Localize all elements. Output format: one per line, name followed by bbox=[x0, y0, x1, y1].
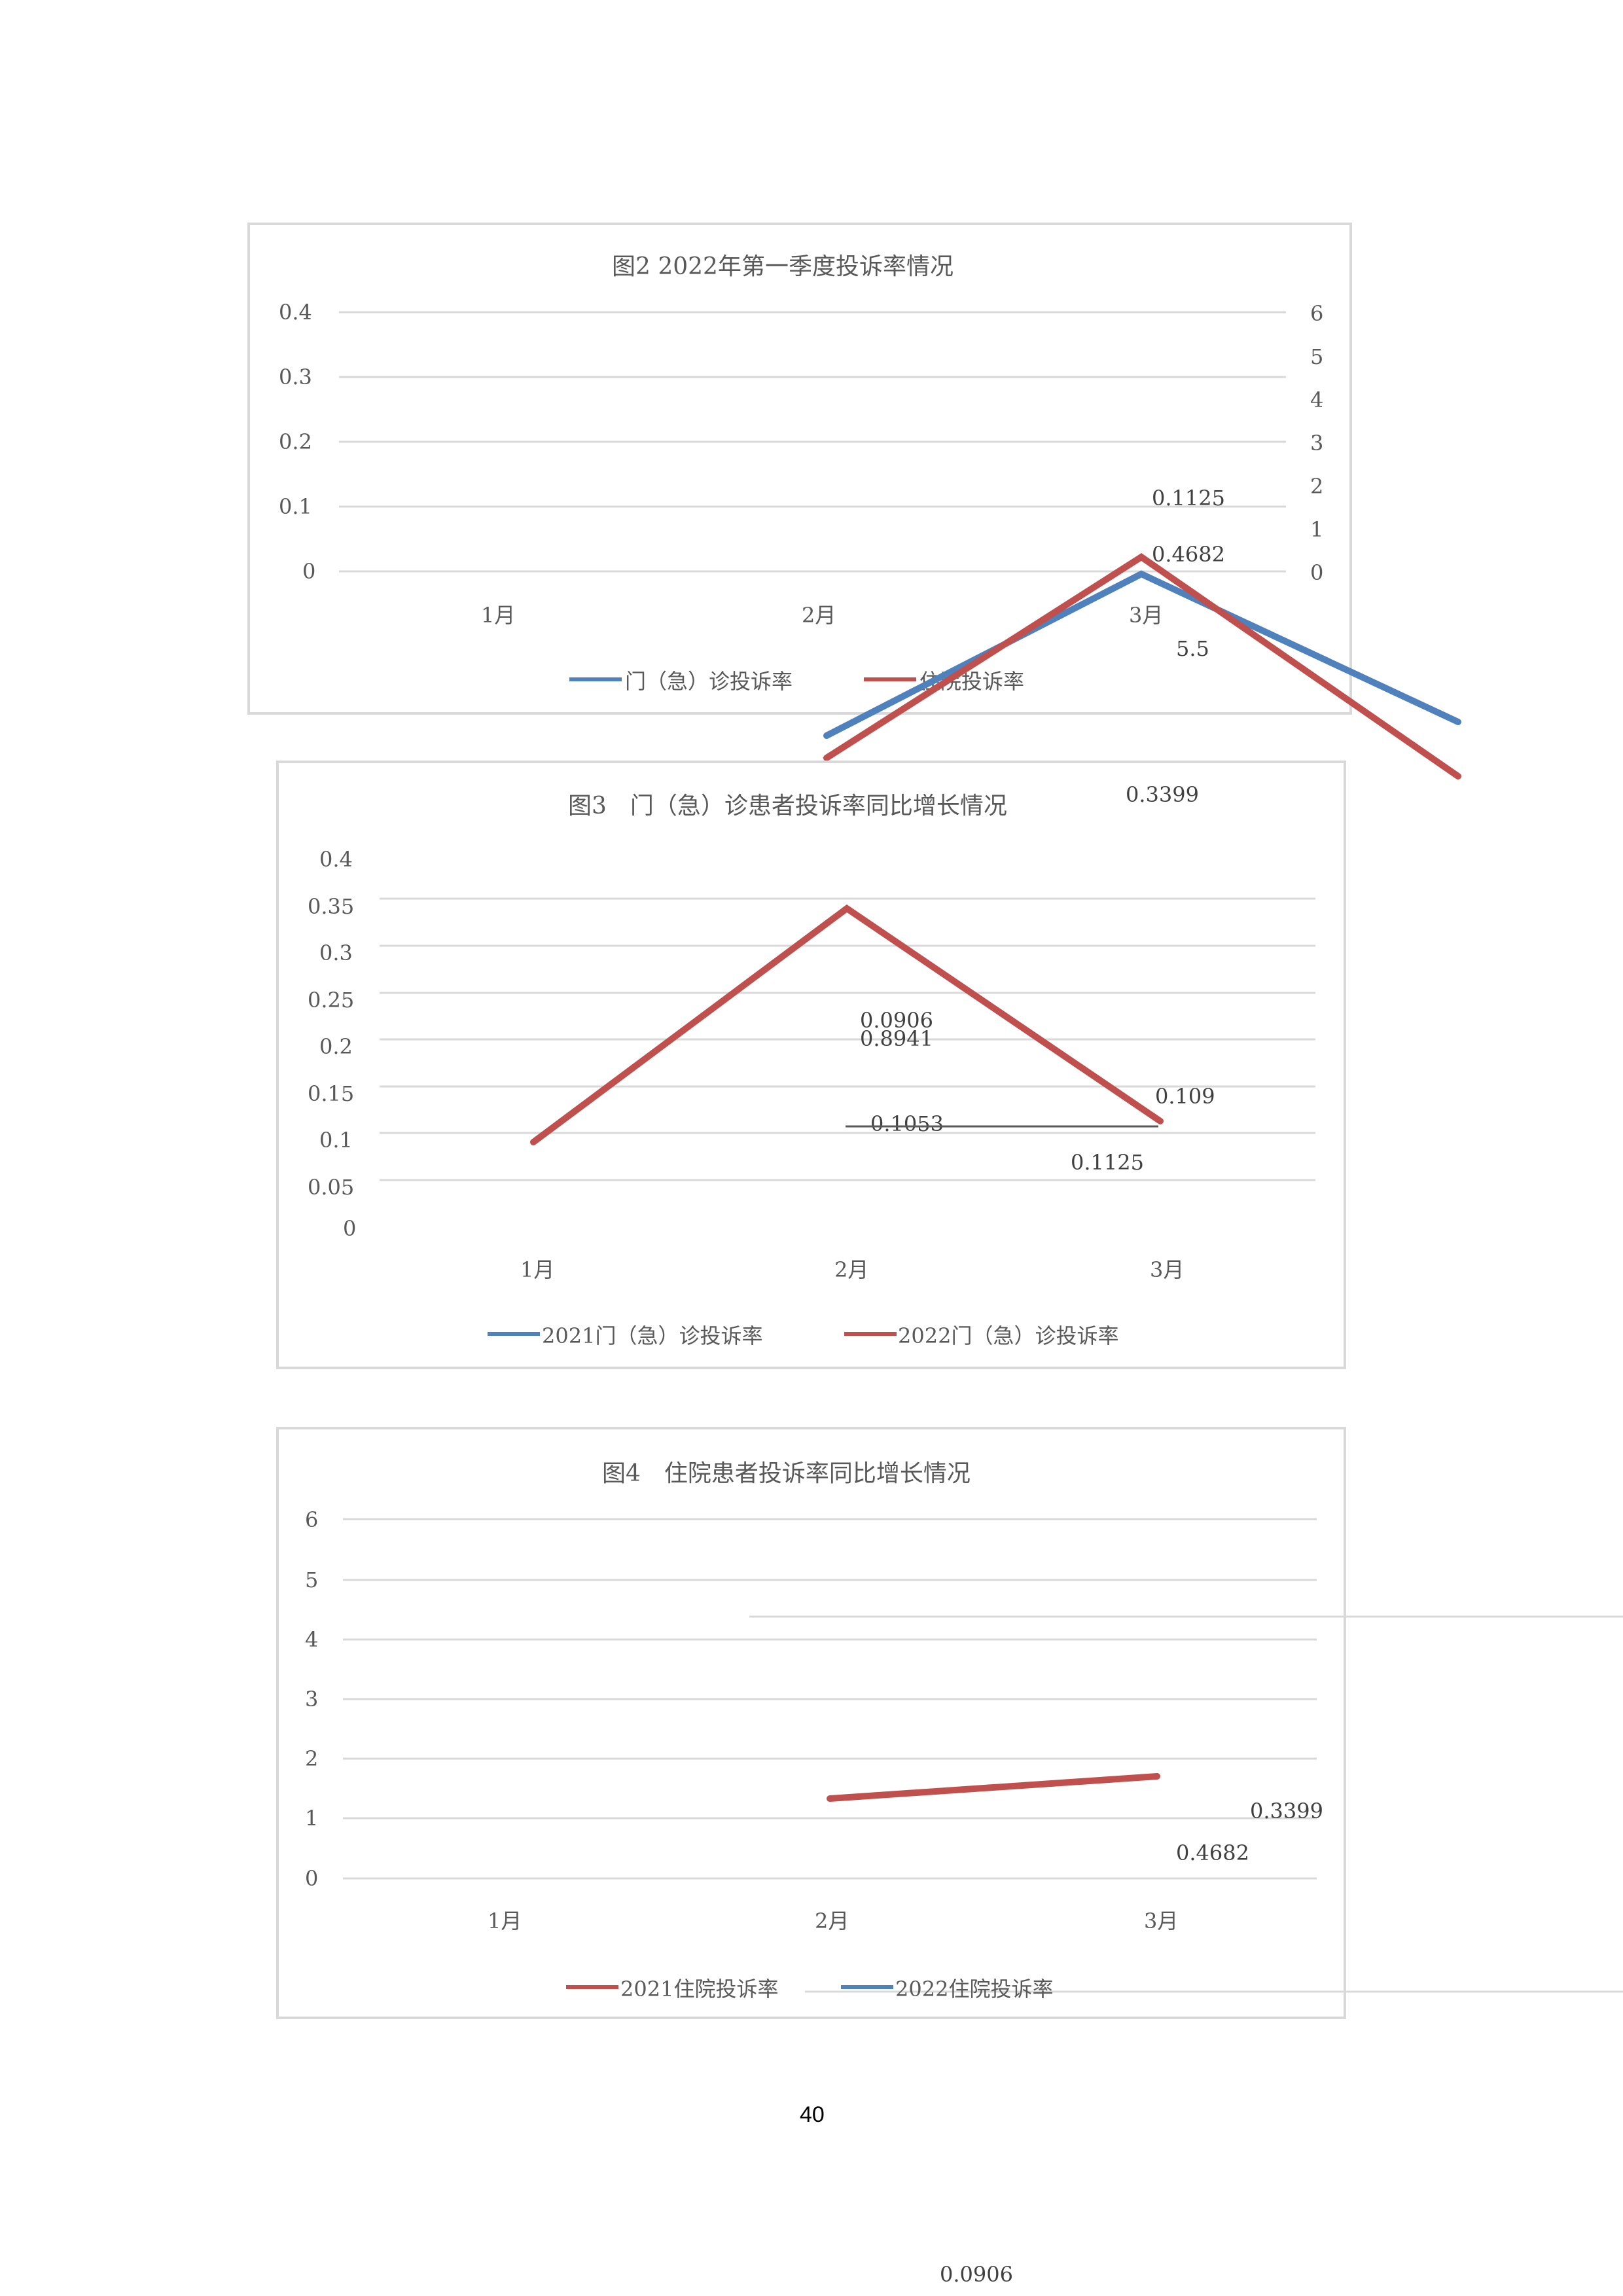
chart2-y-right-tick: 3 bbox=[1310, 431, 1324, 456]
chart4-y-tick: 5 bbox=[305, 1568, 319, 1592]
chart2-x-tick: 1月 bbox=[481, 603, 516, 628]
chart3-legend-swatch-blue bbox=[488, 1332, 540, 1336]
chart3-x-tick: 2月 bbox=[834, 1257, 869, 1282]
chart2-y-right-tick: 6 bbox=[1310, 301, 1324, 326]
chart3-y-tick: 0.4 bbox=[319, 847, 353, 872]
chart2-data-label: 5.5 bbox=[1176, 636, 1209, 661]
chart4-y-tick: 6 bbox=[305, 1507, 319, 1532]
chart2-y-right-tick: 4 bbox=[1310, 387, 1324, 412]
chart3-legend-item: 2022门（急）诊投诉率 bbox=[898, 1323, 1119, 1348]
chart2-x-tick: 2月 bbox=[802, 603, 836, 628]
chart4-x-tick: 1月 bbox=[488, 1909, 522, 1933]
chart2-y-right-tick: 2 bbox=[1310, 474, 1324, 499]
chart3-x-tick: 3月 bbox=[1150, 1257, 1185, 1282]
chart3-frame bbox=[276, 761, 1346, 1369]
chart2-y-right-tick: 1 bbox=[1310, 517, 1324, 542]
chart4-data-label: 0.4682 bbox=[1176, 1840, 1249, 1865]
chart3-legend-swatch-red bbox=[844, 1332, 897, 1336]
chart3-x-tick: 1月 bbox=[520, 1257, 555, 1282]
chart2-y-left-tick: 0 bbox=[302, 559, 316, 584]
chart4-y-tick: 0 bbox=[305, 1866, 319, 1891]
page-number: 40 bbox=[800, 2102, 825, 2127]
chart2-data-label: 0.1125 bbox=[1152, 486, 1225, 511]
chart4-x-tick: 2月 bbox=[815, 1909, 849, 1933]
chart3-data-label: 0.1125 bbox=[1071, 1150, 1144, 1175]
chart3-y-tick: 0.35 bbox=[308, 894, 355, 919]
chart3-y-tick: 0.2 bbox=[319, 1034, 353, 1059]
chart4-x-tick: 3月 bbox=[1144, 1909, 1179, 1933]
chart4-y-tick: 4 bbox=[305, 1627, 319, 1652]
chart3-data-label: 0.8941 bbox=[860, 1026, 933, 1051]
chart3-data-label: 0.109 bbox=[1155, 1084, 1215, 1109]
chart3-y-tick: 0.3 bbox=[319, 941, 353, 965]
chart2-legend-swatch-blue bbox=[569, 677, 622, 681]
chart3-data-label: 0.1053 bbox=[870, 1111, 944, 1136]
chart2-x-tick: 3月 bbox=[1129, 603, 1164, 628]
chart3-legend-item: 2021门（急）诊投诉率 bbox=[542, 1323, 763, 1348]
chart3-data-label: 0.0906 bbox=[860, 1008, 933, 1033]
chart4-y-tick: 2 bbox=[305, 1746, 319, 1771]
chart2-y-left-tick: 0.2 bbox=[279, 429, 312, 454]
chart4-legend-item: 2021住院投诉率 bbox=[620, 1977, 779, 2001]
chart4-legend-item: 2022住院投诉率 bbox=[895, 1977, 1054, 2001]
chart3-title: 图3 门（急）诊患者投诉率同比增长情况 bbox=[568, 793, 1007, 819]
chart3-data-label: 0.3399 bbox=[1126, 782, 1199, 807]
chart4-data-label: 0.3399 bbox=[1250, 1799, 1323, 1823]
chart2-y-right-tick: 0 bbox=[1310, 560, 1324, 585]
chart2-title: 图2 2022年第一季度投诉率情况 bbox=[612, 253, 954, 280]
chart2-y-left-tick: 0.3 bbox=[279, 365, 312, 389]
chart3-y-tick: 0.05 bbox=[308, 1175, 355, 1200]
chart4-frame bbox=[276, 1427, 1346, 2019]
chart4-y-tick: 3 bbox=[305, 1687, 319, 1712]
chart3-y-tick: 0.15 bbox=[308, 1081, 355, 1106]
chart2-y-left-tick: 0.1 bbox=[279, 494, 312, 519]
chart2-legend-swatch-red bbox=[864, 677, 916, 681]
chart4-legend-swatch-red bbox=[566, 1985, 618, 1989]
chart3-y-tick: 0 bbox=[343, 1216, 357, 1241]
stray-data-label: 0.0906 bbox=[940, 2262, 1013, 2287]
chart4-legend-swatch-blue bbox=[841, 1985, 893, 1989]
chart2-y-right-tick: 5 bbox=[1310, 344, 1324, 369]
chart3-y-tick: 0.1 bbox=[319, 1128, 353, 1153]
chart2-legend-item: 门（急）诊投诉率 bbox=[625, 669, 793, 694]
chart2-frame bbox=[247, 223, 1352, 715]
chart2-y-left-tick: 0.4 bbox=[279, 300, 312, 325]
chart4-y-tick: 1 bbox=[305, 1806, 319, 1831]
chart3-y-tick: 0.25 bbox=[308, 988, 355, 1013]
chart4-title: 图4 住院患者投诉率同比增长情况 bbox=[602, 1460, 971, 1487]
chart2-data-label: 0.4682 bbox=[1152, 542, 1225, 567]
